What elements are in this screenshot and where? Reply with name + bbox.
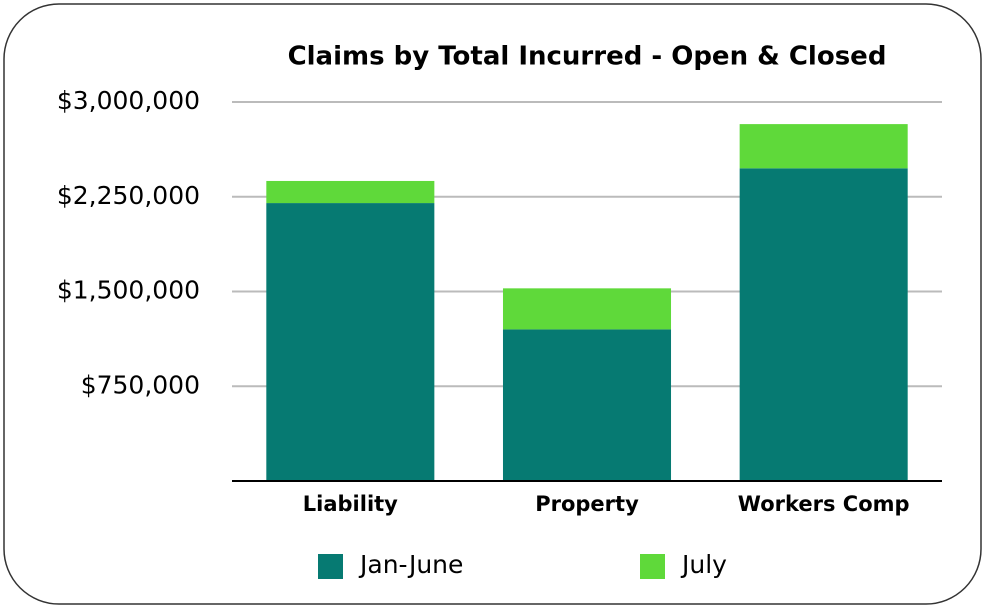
bar-segment xyxy=(266,180,435,204)
legend-label: Jan-June xyxy=(358,550,463,579)
bar-segment xyxy=(266,203,435,482)
legend-swatch xyxy=(640,554,665,579)
y-tick-label: $1,500,000 xyxy=(57,276,200,305)
frame xyxy=(3,3,982,605)
bar-segment xyxy=(739,168,908,481)
legend-swatch xyxy=(318,554,343,579)
x-tick-label: Property xyxy=(535,492,639,516)
bar-segment xyxy=(739,124,908,169)
y-tick-label: $2,250,000 xyxy=(57,181,200,210)
bar-segment xyxy=(502,329,672,481)
legend-label: July xyxy=(680,550,727,579)
x-tick-label: Liability xyxy=(303,492,398,516)
chart-title: Claims by Total Incurred - Open & Closed xyxy=(288,42,887,72)
bar-segment xyxy=(502,288,672,330)
y-tick-label: $3,000,000 xyxy=(57,86,200,115)
y-tick-label: $750,000 xyxy=(81,370,200,399)
x-tick-label: Workers Comp xyxy=(738,492,910,516)
